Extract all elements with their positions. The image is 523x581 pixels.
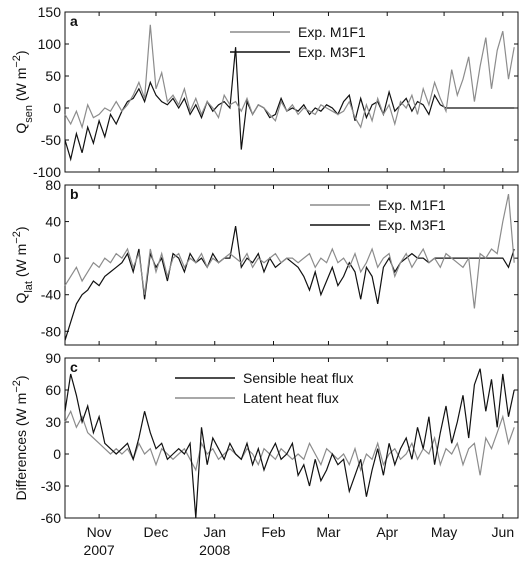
y-axis-label-part: )	[13, 226, 29, 231]
x-year-label: 2008	[199, 542, 230, 558]
legend-label: Latent heat flux	[243, 390, 339, 406]
y-tick-label: 90	[45, 350, 61, 366]
panel-label: a	[70, 13, 78, 29]
legend-label: Exp. M3F1	[298, 44, 366, 60]
legend-label: Exp. M1F1	[378, 197, 446, 213]
plot-frame	[64, 357, 519, 519]
x-tick-label: Feb	[261, 524, 285, 540]
y-axis-label: Qsen (W m−2)	[11, 50, 35, 133]
x-tick-label: Apr	[376, 524, 398, 540]
legend-label: Exp. M1F1	[298, 24, 366, 40]
y-axis-label-part: (W m	[13, 68, 29, 105]
y-axis-label-part: Q	[13, 293, 29, 304]
y-tick-label: -100	[33, 164, 61, 180]
x-tick-label: Dec	[144, 524, 169, 540]
legend-label: Exp. M3F1	[378, 217, 446, 233]
x-tick-label: May	[431, 524, 457, 540]
y-axis-label-part: −2	[11, 231, 23, 244]
y-tick-label: 60	[45, 382, 61, 398]
y-axis-label-part: Q	[13, 123, 29, 134]
y-axis-label-part: lat	[23, 281, 35, 293]
x-tick-label: Nov	[87, 524, 112, 540]
plot-frame	[64, 11, 519, 173]
y-tick-label: 30	[45, 414, 61, 430]
y-axis-label-part: −2	[11, 380, 23, 393]
y-axis-label: Qlat (W m−2)	[11, 226, 35, 303]
y-tick-label: 150	[38, 4, 62, 20]
y-tick-label: -50	[41, 132, 61, 148]
y-tick-label: 0	[53, 446, 61, 462]
legend-label: Sensible heat flux	[243, 370, 354, 386]
series-line	[64, 47, 515, 162]
y-tick-label: -40	[41, 287, 61, 303]
y-axis-label-part: )	[13, 50, 29, 55]
series-line	[64, 225, 515, 341]
series-line	[64, 193, 515, 309]
y-tick-label: -80	[41, 323, 61, 339]
y-tick-label: -30	[41, 478, 61, 494]
y-axis-label-part: sen	[23, 105, 35, 123]
y-axis-label: Differences (W m−2)	[11, 375, 29, 500]
y-axis-label-part: −2	[11, 55, 23, 68]
panel-label: b	[70, 186, 79, 202]
series-line	[64, 368, 515, 519]
y-tick-label: 40	[45, 214, 61, 230]
panel-label: c	[70, 359, 78, 375]
series-line	[64, 409, 515, 476]
y-tick-label: 50	[45, 68, 61, 84]
y-axis-label-part: Differences (W m	[13, 393, 29, 501]
y-axis-label-part: )	[13, 375, 29, 380]
plot-frame	[64, 184, 519, 346]
x-tick-label: Jan	[203, 524, 226, 540]
y-tick-label: -60	[41, 510, 61, 526]
x-tick-label: Jun	[492, 524, 515, 540]
y-tick-label: 0	[53, 250, 61, 266]
y-tick-label: 100	[38, 36, 62, 52]
y-axis-label-part: (W m	[13, 244, 29, 281]
y-tick-label: 80	[45, 177, 61, 193]
series-line	[64, 24, 515, 130]
x-tick-label: Mar	[316, 524, 340, 540]
y-tick-label: 0	[53, 100, 61, 116]
x-year-label: 2007	[84, 542, 115, 558]
